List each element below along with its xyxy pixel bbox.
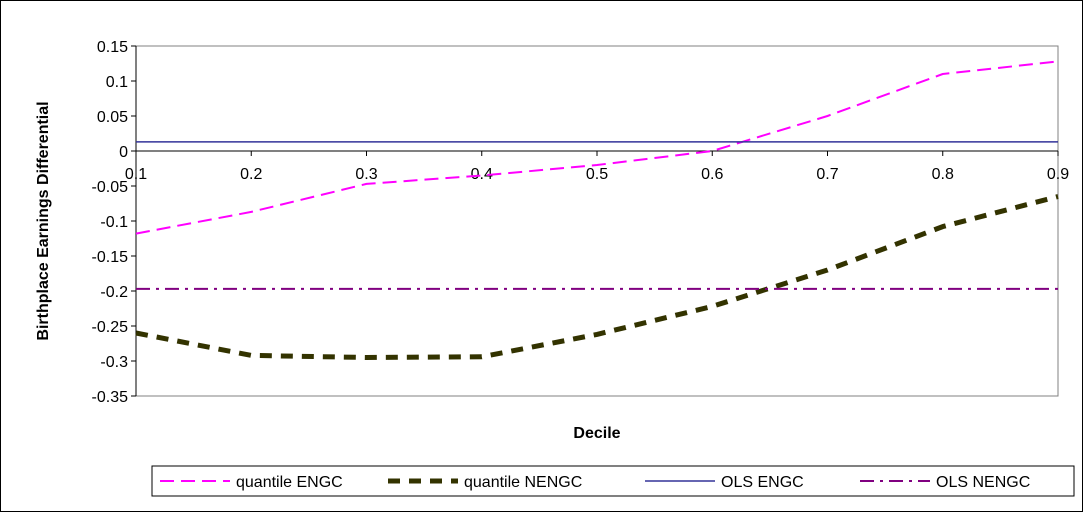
axis-layer: 0.15 0.1 0.05 0 -0.05 -0.1 -0.15 -0.2 -0.25 -0.3 -…: [92, 39, 1070, 406]
x-tick-label: 0.1: [125, 166, 147, 183]
y-axis-title: Birthplace Earnings Differential: [35, 101, 52, 340]
y-tick-label: -0.15: [92, 249, 129, 266]
y-tick-label: -0.2: [100, 284, 128, 301]
series-line-1: [135, 60, 1059, 235]
x-tick-label: 0.6: [701, 166, 723, 183]
x-tick-label: 0.9: [1047, 166, 1069, 183]
y-tick-label: -0.3: [100, 354, 128, 371]
y-tick-label: -0.1: [100, 214, 128, 231]
x-tick-label: 0.4: [471, 166, 493, 183]
legend-label-4: OLS NENGC: [936, 474, 1030, 491]
y-tick-label: 0.15: [97, 39, 128, 56]
plot-area: [135, 45, 1059, 397]
y-tick-label: 0.1: [106, 74, 128, 91]
legend-label-2: quantile NENGC: [464, 474, 582, 491]
y-tick-label: -0.25: [92, 319, 129, 336]
x-tick-label: 0.3: [355, 166, 377, 183]
x-tick-label: 0.5: [586, 166, 608, 183]
legend: quantile ENGC quantile NENGC OLS ENGC OLS N…: [151, 465, 1075, 497]
y-tick-label: -0.35: [92, 389, 129, 406]
x-tick-label: 0.2: [240, 166, 262, 183]
series-line-2: [135, 194, 1059, 360]
legend-label-3: OLS ENGC: [721, 474, 804, 491]
x-tick-label: 0.7: [816, 166, 838, 183]
x-tick-label: 0.8: [932, 166, 954, 183]
x-axis-title: Decile: [573, 425, 620, 442]
y-tick-label: 0.05: [97, 109, 128, 126]
y-tick-label: 0: [119, 144, 128, 161]
y-tick-label: -0.05: [92, 179, 129, 196]
legend-label-1: quantile ENGC: [236, 474, 343, 491]
series-layer: [135, 60, 1059, 360]
